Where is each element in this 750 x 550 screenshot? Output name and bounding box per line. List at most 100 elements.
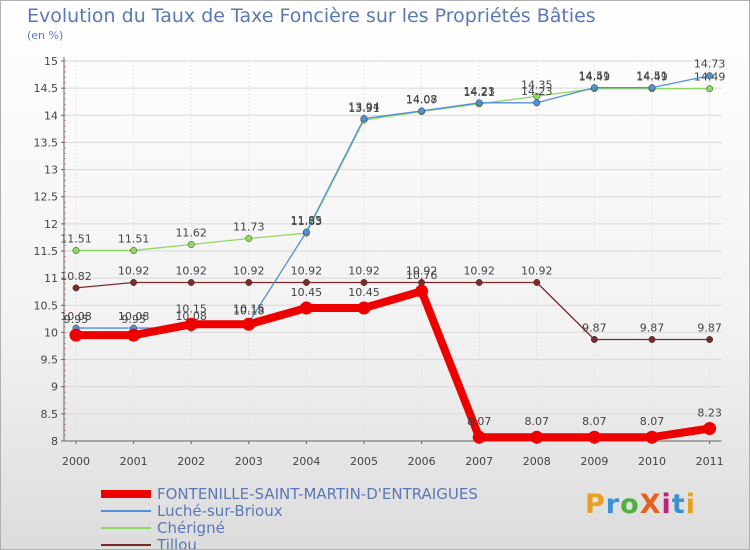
data-label: 11.62 (175, 226, 207, 239)
logo-letter: t (671, 489, 686, 520)
data-point (360, 115, 368, 122)
logo-letter: r (605, 489, 621, 520)
legend-swatch (101, 489, 151, 498)
data-point (530, 430, 544, 444)
data-label: 14.21 (463, 86, 495, 99)
y-tick-label: 8.5 (41, 408, 59, 421)
x-tick-label: 2003 (235, 455, 263, 468)
y-tick-label: 10 (44, 326, 58, 339)
legend-item: FONTENILLE-SAINT-MARTIN-D'ENTRAIGUES (101, 485, 478, 502)
y-tick-label: 15 (44, 55, 58, 68)
data-point (706, 336, 714, 343)
data-label: 10.08 (175, 310, 207, 323)
data-point (533, 99, 541, 107)
series-line (76, 75, 710, 329)
data-label: 8.07 (640, 415, 665, 428)
legend-swatch (101, 509, 151, 512)
data-point (415, 284, 429, 298)
data-label: 14.49 (579, 71, 611, 84)
data-label: 10.76 (406, 269, 438, 282)
y-tick-label: 10.5 (34, 299, 59, 312)
data-point (472, 430, 486, 444)
x-tick-label: 2002 (177, 455, 205, 468)
data-label: 11.51 (60, 232, 92, 245)
data-point (184, 317, 198, 331)
legend-label: FONTENILLE-SAINT-MARTIN-D'ENTRAIGUES (157, 484, 478, 503)
logo-letter: o (620, 489, 640, 520)
data-point (587, 430, 601, 444)
x-tick-label: 2005 (350, 455, 378, 468)
data-label: 10.08 (60, 310, 92, 323)
legend-item: Luché-sur-Brioux (101, 502, 478, 519)
y-tick-label: 12.5 (34, 191, 59, 204)
y-tick-label: 11.5 (34, 245, 59, 258)
chart-subtitle: (en %) (27, 29, 64, 42)
data-label: 13.91 (348, 102, 380, 115)
data-label: 13.94 (348, 101, 380, 114)
x-tick-label: 2004 (292, 455, 320, 468)
x-tick-label: 2007 (465, 455, 493, 468)
data-point (533, 279, 541, 286)
x-tick-label: 2011 (696, 455, 724, 468)
data-point (645, 430, 659, 444)
data-point (130, 247, 138, 254)
data-label: 8.23 (697, 407, 722, 420)
data-label: 10.92 (175, 264, 207, 277)
y-tick-label: 9.5 (41, 354, 59, 367)
legend-swatch (101, 543, 151, 546)
x-tick-label: 2001 (120, 455, 148, 468)
legend-label: Chérigné (157, 518, 225, 537)
y-tick-label: 12 (44, 218, 58, 231)
data-label: 10.92 (291, 264, 323, 277)
data-label: 10.15 (175, 302, 207, 315)
y-tick-label: 13.5 (34, 136, 59, 149)
x-tick-label: 2006 (408, 455, 436, 468)
data-label: 9.95 (64, 313, 89, 326)
y-tick-label: 8 (51, 435, 58, 448)
data-point (475, 99, 483, 107)
data-label: 11.83 (291, 215, 323, 228)
data-point (245, 279, 253, 286)
y-tick-label: 13 (44, 164, 58, 177)
data-point (127, 328, 141, 342)
data-label: 14.08 (406, 93, 438, 106)
chart-legend: FONTENILLE-SAINT-MARTIN-D'ENTRAIGUES Luch… (101, 485, 478, 550)
series-line (76, 287, 711, 442)
data-label: 14.23 (521, 85, 553, 98)
data-label: 8.07 (525, 415, 550, 428)
series-line (76, 88, 710, 252)
data-point (187, 279, 195, 286)
data-point (706, 85, 714, 93)
data-label: 11.51 (118, 232, 150, 245)
data-label: 10.92 (463, 264, 495, 277)
data-label: 14.51 (636, 70, 668, 83)
x-tick-label: 2008 (523, 455, 551, 468)
data-label: 9.87 (697, 321, 722, 334)
logo-letter: X (639, 489, 662, 520)
data-label: 14.07 (406, 93, 438, 106)
y-tick-label: 9 (51, 381, 58, 394)
data-label: 9.87 (582, 321, 607, 334)
data-label: 10.18 (233, 305, 265, 318)
chart-title: Evolution du Taux de Taxe Foncière sur l… (27, 5, 596, 27)
legend-item: Chérigné (101, 519, 478, 536)
legend-swatch (101, 526, 151, 529)
data-point (72, 247, 80, 254)
data-label: 14.35 (521, 78, 553, 91)
data-label: 10.92 (406, 264, 438, 277)
data-point (357, 301, 371, 315)
legend-label: Luché-sur-Brioux (157, 501, 283, 520)
y-tick-label: 11 (44, 272, 58, 285)
data-label: 10.92 (348, 264, 380, 277)
x-tick-label: 2009 (580, 455, 608, 468)
legend-label: Tillou (157, 535, 197, 550)
data-label: 8.07 (467, 415, 492, 428)
data-label: 10.92 (118, 264, 150, 277)
series-line (75, 281, 710, 341)
logo-letter: P (585, 489, 606, 520)
data-point (130, 279, 138, 286)
data-point (648, 84, 656, 92)
data-label: 9.95 (121, 313, 146, 326)
